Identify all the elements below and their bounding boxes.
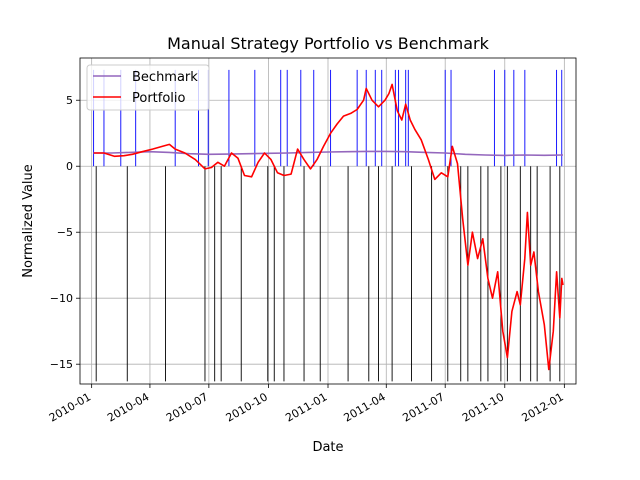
legend-label-benchmark: Bechmark: [132, 70, 198, 85]
y-tick-label: −15: [50, 358, 73, 371]
chart-title: Manual Strategy Portfolio vs Benchmark: [167, 34, 490, 53]
y-tick-label: −5: [57, 226, 73, 239]
series-line-bechmark: [93, 150, 564, 157]
y-tick-label: 5: [66, 94, 73, 107]
legend-label-portfolio: Portfolio: [132, 91, 186, 106]
y-axis-label: Normalized Value: [21, 164, 36, 278]
series-lines: [93, 83, 564, 371]
series-line-portfolio: [93, 83, 564, 371]
y-tick-label: −10: [50, 292, 73, 305]
x-axis-label: Date: [312, 440, 343, 455]
legend: Bechmark Portfolio: [86, 64, 210, 111]
y-tick-label: 0: [66, 160, 73, 173]
